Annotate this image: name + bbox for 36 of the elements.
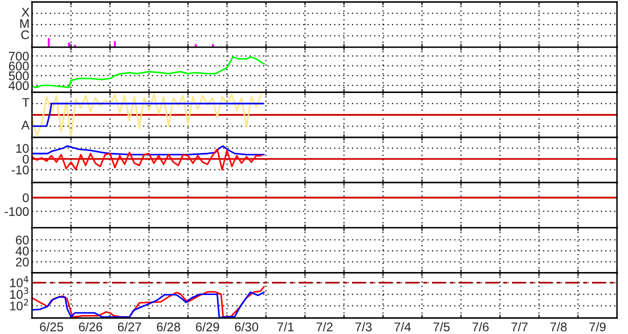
y-tick-label: 10$^{4}$	[10, 276, 28, 288]
y-tick-label: 60	[16, 236, 29, 244]
y-tick-label: 0	[22, 193, 29, 202]
x-tick-label: 6/30	[234, 322, 258, 332]
x-tick-label: 6/28	[156, 322, 180, 332]
x-tick-label: 7/1	[277, 322, 294, 332]
x-tick-label: 7/2	[316, 322, 333, 332]
x-tick-label: 6/25	[40, 322, 64, 332]
y-tick-label: 500	[8, 71, 29, 80]
y-tick-label: 700	[9, 52, 29, 61]
y-tick-label: -100	[4, 207, 29, 216]
x-tick-label: 6/26	[78, 322, 102, 332]
x-tick-label: 7/5	[433, 322, 450, 332]
text: X	[22, 8, 30, 17]
y-tick-label: 20	[16, 258, 29, 266]
y-tick-label: 0	[22, 154, 29, 164]
y-tick-label: 10$^{2}$	[10, 299, 28, 310]
y-tick-label: 10	[16, 144, 29, 153]
text: T	[22, 98, 30, 107]
x-tick-label: 7/9	[589, 322, 606, 332]
y-tick-label: -10	[12, 165, 29, 174]
text: M	[20, 19, 29, 28]
y-tick-label: 10$^{3}$	[10, 287, 28, 299]
x-tick-label: 7/8	[550, 322, 567, 332]
x-tick-label: 6/27	[118, 322, 142, 332]
line-series	[32, 148, 262, 170]
x-tick-label: 7/7	[511, 322, 528, 332]
x-tick-label: 7/3	[355, 322, 372, 332]
text: C	[21, 30, 30, 40]
y-tick-label: 400	[8, 81, 29, 90]
y-tick-label: 600	[9, 62, 29, 70]
x-tick-label: 7/4	[394, 322, 411, 332]
x-tick-label: 6/29	[196, 322, 220, 332]
y-tick-label: 40	[16, 246, 29, 256]
text: A	[21, 120, 30, 130]
x-tick-label: 7/6	[472, 322, 489, 332]
